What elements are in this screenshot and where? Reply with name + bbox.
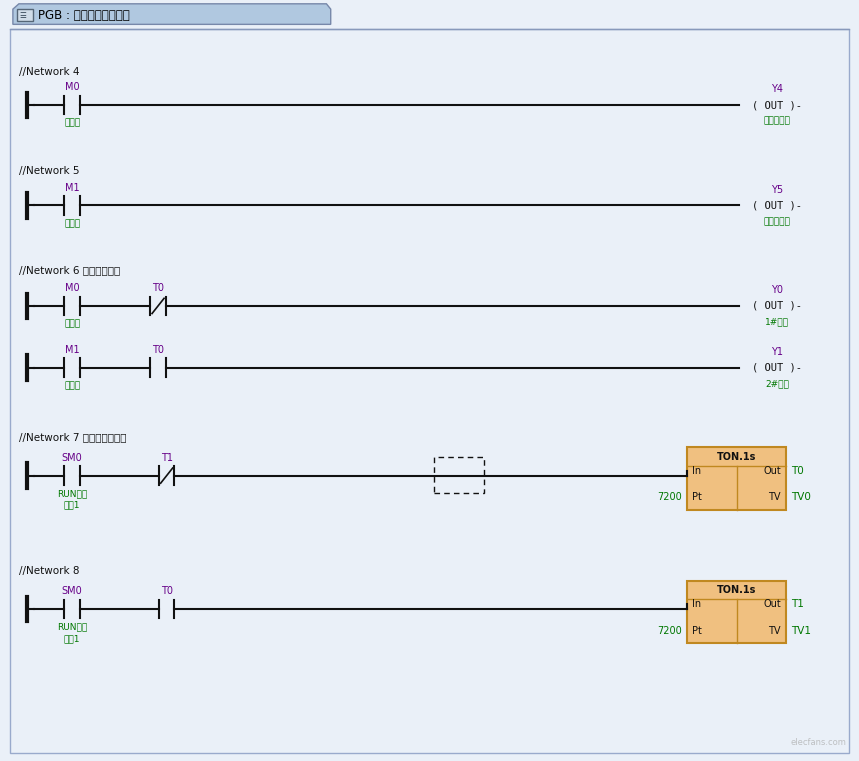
Text: //Network 7 轮时工作定时器: //Network 7 轮时工作定时器 (19, 432, 126, 443)
Text: Out: Out (763, 466, 781, 476)
Text: 高压阀: 高压阀 (64, 119, 80, 128)
Text: ( OUT )-: ( OUT )- (752, 362, 802, 373)
Text: TV: TV (768, 492, 781, 502)
Text: M0: M0 (64, 82, 80, 92)
Text: T1: T1 (791, 600, 804, 610)
Text: Pt: Pt (692, 626, 702, 635)
Text: M0: M0 (64, 283, 80, 293)
Text: 2#油泵: 2#油泵 (765, 379, 789, 388)
Text: SM0: SM0 (62, 453, 82, 463)
Bar (687, 447, 786, 510)
Text: PGB : 间氨基板框主程序: PGB : 间氨基板框主程序 (38, 8, 130, 22)
Text: elecfans.com: elecfans.com (790, 738, 846, 747)
Text: //Network 6 油泵轮时工作: //Network 6 油泵轮时工作 (19, 265, 120, 275)
Text: T1: T1 (161, 453, 173, 463)
Text: TV: TV (768, 626, 781, 635)
Bar (687, 581, 786, 643)
Bar (17, 9, 33, 21)
Text: RUN状态: RUN状态 (57, 489, 88, 498)
Text: 高压阀: 高压阀 (64, 320, 80, 329)
Text: SM0: SM0 (62, 586, 82, 596)
Text: ( OUT )-: ( OUT )- (752, 301, 802, 311)
Text: In: In (692, 466, 702, 476)
Text: 7200: 7200 (657, 492, 682, 502)
Text: 低压阀输出: 低压阀输出 (764, 217, 791, 226)
Text: //Network 8: //Network 8 (19, 565, 79, 576)
Text: 下为1: 下为1 (64, 634, 81, 643)
Text: M1: M1 (64, 345, 80, 355)
Text: T0: T0 (152, 283, 164, 293)
Text: TV1: TV1 (791, 626, 811, 635)
Text: RUN状态: RUN状态 (57, 622, 88, 632)
Text: Y1: Y1 (771, 347, 783, 357)
Text: M1: M1 (64, 183, 80, 193)
Text: T0: T0 (791, 466, 804, 476)
Text: 7200: 7200 (657, 626, 682, 635)
Text: Y0: Y0 (771, 285, 783, 295)
Text: 下为1: 下为1 (64, 501, 81, 510)
Text: TON.1s: TON.1s (717, 585, 756, 595)
Text: ☰: ☰ (19, 11, 26, 20)
Text: TV0: TV0 (791, 492, 811, 502)
Text: 1#油泵: 1#油泵 (765, 317, 789, 326)
Text: TON.1s: TON.1s (717, 452, 756, 462)
Text: 低压阀: 低压阀 (64, 381, 80, 390)
Text: 低压阀: 低压阀 (64, 219, 80, 228)
Text: //Network 4: //Network 4 (19, 67, 79, 78)
Bar (434, 457, 484, 493)
Text: 高压阀输出: 高压阀输出 (764, 116, 791, 126)
Text: Y4: Y4 (771, 84, 783, 94)
Text: T0: T0 (152, 345, 164, 355)
Text: ( OUT )-: ( OUT )- (752, 100, 802, 110)
Text: Pt: Pt (692, 492, 702, 502)
Text: //Network 5: //Network 5 (19, 166, 79, 177)
Text: ( OUT )-: ( OUT )- (752, 200, 802, 211)
Polygon shape (13, 4, 331, 24)
Text: T0: T0 (161, 586, 173, 596)
Text: Out: Out (763, 600, 781, 610)
Text: Y5: Y5 (771, 185, 783, 195)
Text: In: In (692, 600, 702, 610)
